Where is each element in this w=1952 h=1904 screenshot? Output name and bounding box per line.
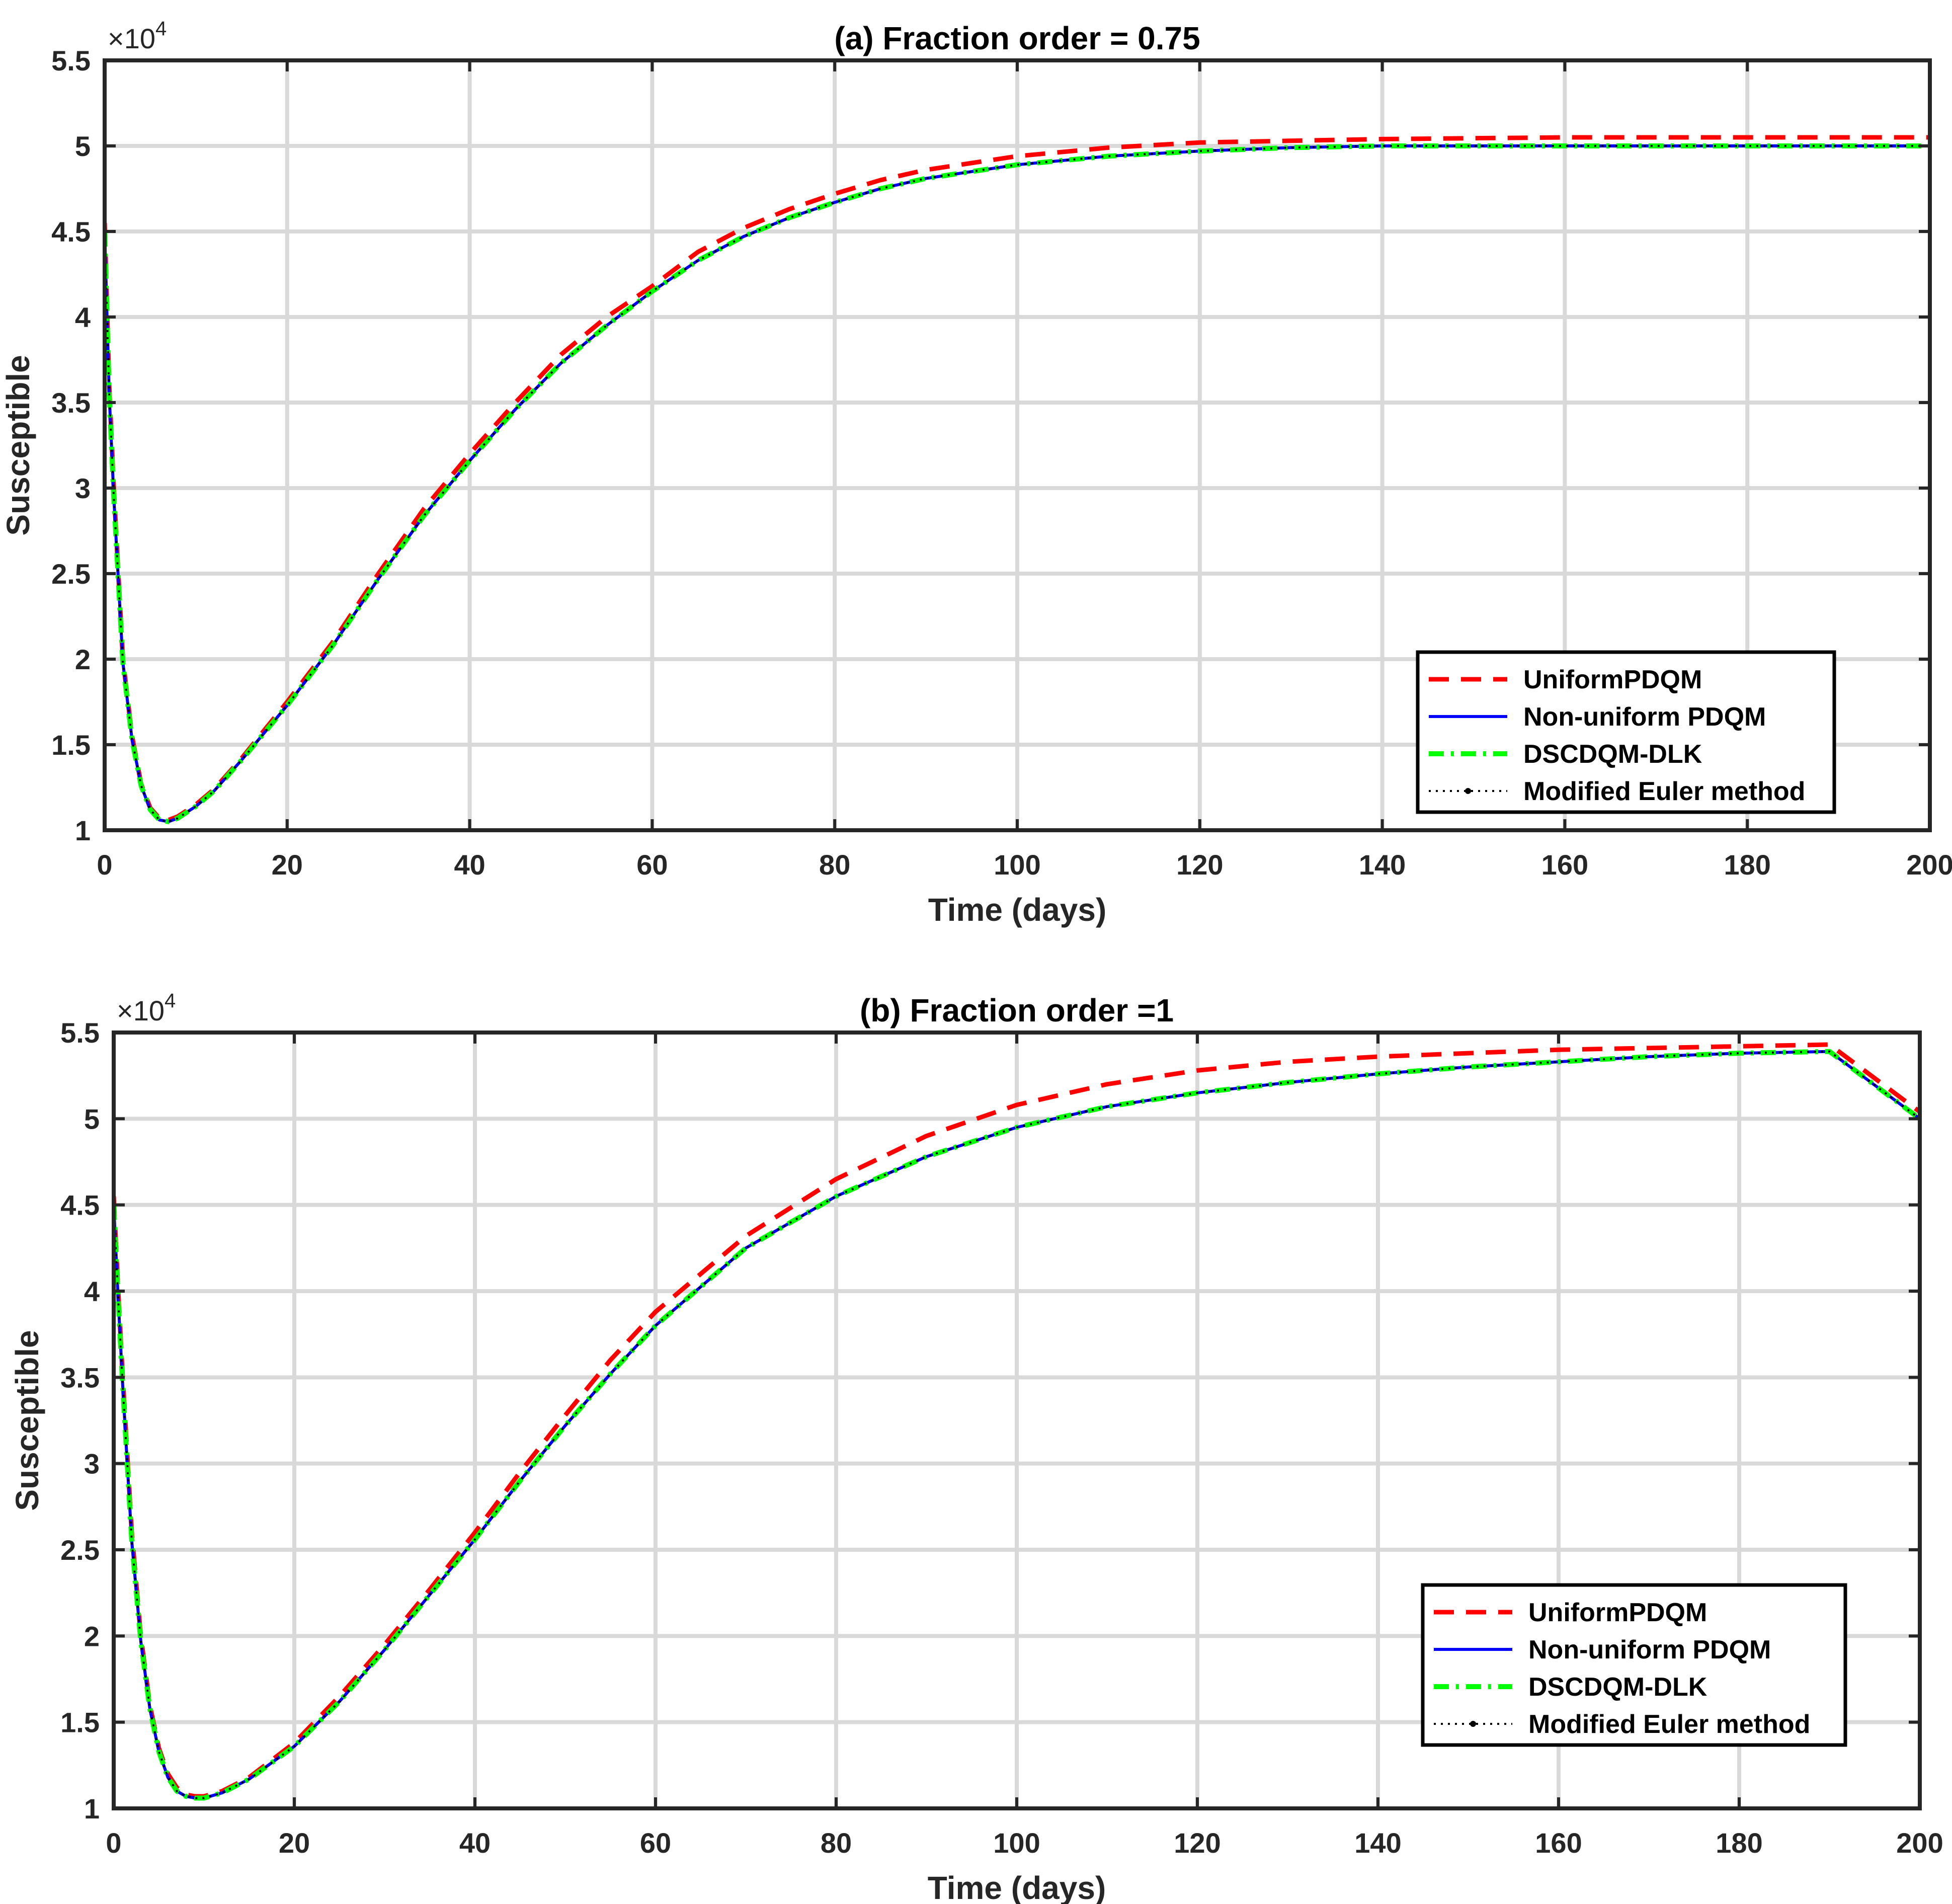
x-tick-label: 0 (97, 849, 112, 881)
y-tick-label: 1 (84, 1793, 100, 1824)
y-tick-label: 4.5 (60, 1189, 100, 1221)
x-tick-label: 200 (1896, 1827, 1943, 1859)
x-tick-label: 40 (459, 1827, 491, 1859)
x-axis-label: Time (days) (928, 892, 1107, 928)
x-tick-label: 100 (994, 849, 1040, 881)
legend: UniformPDQM Non-uniform PDQM DSCDQM-DLK Mod… (1416, 650, 1836, 814)
legend-marker (1470, 1721, 1476, 1727)
x-tick-label: 140 (1359, 849, 1406, 881)
legend-entry-label: Non-uniform PDQM (1528, 1635, 1771, 1664)
y-tick-label: 3 (75, 472, 91, 504)
y-tick-label: 4 (84, 1276, 100, 1307)
y-tick-label: 5 (84, 1103, 100, 1135)
x-tick-label: 80 (819, 849, 850, 881)
y-tick-label: 2 (84, 1620, 100, 1652)
x-axis-label: Time (days) (928, 1870, 1106, 1904)
y-tick-label: 2.5 (60, 1534, 100, 1566)
y-exponent-label: ×104 (108, 18, 167, 54)
legend-entry-label: UniformPDQM (1523, 665, 1702, 694)
x-tick-label: 120 (1174, 1827, 1221, 1859)
legend-entry-label: UniformPDQM (1528, 1598, 1707, 1627)
y-exponent-label: ×104 (117, 990, 176, 1026)
series-line-modified-euler-method (114, 1050, 1920, 1799)
y-tick-label: 2.5 (51, 558, 91, 590)
x-tick-label: 180 (1724, 849, 1770, 881)
y-tick-label: 3.5 (60, 1362, 100, 1393)
x-tick-label: 0 (106, 1827, 121, 1859)
y-axis-label: Susceptible (0, 355, 36, 535)
y-tick-label: 5.5 (51, 45, 91, 76)
y-tick-label: 5 (75, 130, 91, 162)
series-group (114, 1042, 1920, 1801)
y-tick-label: 4 (75, 301, 91, 333)
y-tick-label: 5.5 (60, 1017, 100, 1049)
x-tick-label: 40 (454, 849, 485, 881)
x-tick-label: 140 (1354, 1827, 1401, 1859)
x-tick-label: 180 (1716, 1827, 1762, 1859)
chart-title: (a) Fraction order = 0.75 (834, 20, 1200, 56)
series-group (105, 135, 1930, 824)
legend-entry-label: Modified Euler method (1528, 1710, 1810, 1739)
legend-marker (1465, 788, 1471, 794)
x-tick-label: 20 (279, 1827, 310, 1859)
y-tick-label: 1.5 (60, 1707, 100, 1738)
x-tick-label: 160 (1541, 849, 1588, 881)
legend-box (1421, 1583, 1847, 1747)
x-tick-label: 100 (993, 1827, 1040, 1859)
x-tick-label: 60 (636, 849, 668, 881)
y-tick-label: 1.5 (51, 729, 91, 761)
legend: UniformPDQM Non-uniform PDQM DSCDQM-DLK Mod… (1421, 1583, 1847, 1747)
x-tick-label: 120 (1176, 849, 1223, 881)
legend-entry-label: DSCDQM-DLK (1523, 740, 1702, 769)
chart-panel-a: 0 20 40 60 80 100 120 140 160 180 200 1 1.5 2 2.5 3 3.5 4… (0, 18, 1952, 928)
y-tick-label: 1 (75, 815, 91, 846)
x-tick-label: 20 (272, 849, 303, 881)
x-tick-label: 60 (640, 1827, 671, 1859)
x-tick-label: 160 (1535, 1827, 1582, 1859)
y-axis-label: Susceptible (9, 1330, 45, 1511)
y-tick-label: 4.5 (51, 216, 91, 248)
y-tick-label: 2 (75, 644, 91, 675)
y-tick-label: 3 (84, 1448, 100, 1480)
chart-title: (b) Fraction order =1 (860, 992, 1174, 1028)
legend-box (1416, 650, 1836, 814)
legend-entry-label: Non-uniform PDQM (1523, 702, 1766, 732)
x-tick-label: 200 (1906, 849, 1952, 881)
chart-panel-b: 0 20 40 60 80 100 120 140 160 180 200 1 1.5 2 2.5 3 3.5 4… (9, 990, 1943, 1904)
y-tick-label: 3.5 (51, 387, 91, 419)
legend-entry-label: DSCDQM-DLK (1528, 1673, 1707, 1702)
series-line-modified-euler-method (105, 145, 1930, 823)
x-tick-label: 80 (821, 1827, 852, 1859)
legend-entry-label: Modified Euler method (1523, 777, 1805, 806)
